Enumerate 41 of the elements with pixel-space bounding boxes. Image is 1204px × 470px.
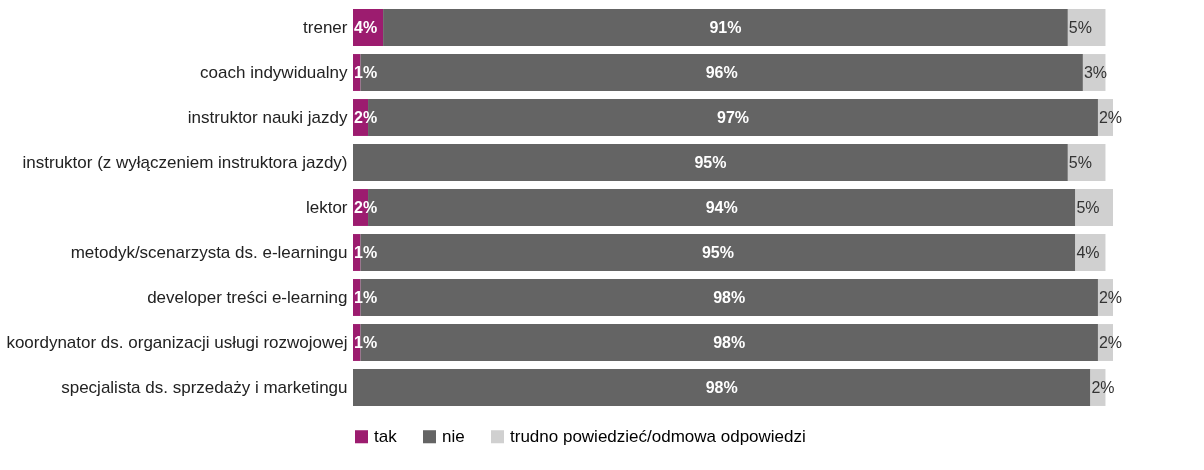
legend-label: tak bbox=[374, 426, 398, 446]
y-tick-label: trener bbox=[303, 17, 348, 37]
data-label: 2% bbox=[1098, 333, 1123, 351]
data-label: 2% bbox=[1098, 288, 1123, 306]
data-label: 5% bbox=[1068, 18, 1092, 36]
data-label: 98% bbox=[705, 378, 738, 396]
bar bbox=[1075, 189, 1113, 226]
data-label: 1% bbox=[354, 333, 378, 351]
y-tick-label: koordynator ds. organizacji usługi rozwojowej bbox=[6, 332, 348, 352]
y-tick-label: developer treści e-learning bbox=[147, 287, 348, 307]
data-label: 4% bbox=[1076, 243, 1100, 261]
data-label: 5% bbox=[1068, 153, 1092, 171]
data-label: 95% bbox=[701, 243, 734, 261]
data-label: 2% bbox=[1098, 108, 1123, 126]
data-label: 1% bbox=[354, 288, 378, 306]
data-label: 3% bbox=[1083, 63, 1108, 81]
bar bbox=[353, 369, 1091, 406]
data-label: 91% bbox=[709, 18, 742, 36]
data-label: 5% bbox=[1076, 198, 1100, 216]
data-label: 2% bbox=[354, 108, 378, 126]
y-tick-label: lektor bbox=[305, 197, 348, 217]
data-label: 4% bbox=[354, 18, 378, 36]
bar bbox=[353, 144, 1068, 181]
data-label: 1% bbox=[354, 63, 378, 81]
data-label: 98% bbox=[713, 333, 746, 351]
data-label: 94% bbox=[705, 198, 738, 216]
y-tick-label: instruktor (z wyłączeniem instruktora jazdy) bbox=[22, 152, 348, 172]
data-label: 2% bbox=[354, 198, 378, 216]
legend-label: nie bbox=[442, 426, 465, 446]
data-label: 1% bbox=[354, 243, 378, 261]
legend-label: trudno powiedzieć/odmowa odpowiedzi bbox=[510, 426, 806, 446]
data-label: 2% bbox=[1091, 378, 1115, 396]
data-label: 97% bbox=[716, 108, 750, 126]
y-tick-label: coach indywidualny bbox=[200, 62, 348, 82]
y-tick-label: metodyk/scenarzysta ds. e-learningu bbox=[70, 242, 348, 262]
y-tick-label: instruktor nauki jazdy bbox=[187, 107, 348, 127]
data-label: 95% bbox=[694, 153, 727, 171]
data-label: 98% bbox=[713, 288, 746, 306]
bar bbox=[383, 9, 1068, 46]
data-label: 96% bbox=[705, 63, 738, 81]
y-tick-label: specjalista ds. sprzedaży i marketingu bbox=[61, 377, 348, 397]
